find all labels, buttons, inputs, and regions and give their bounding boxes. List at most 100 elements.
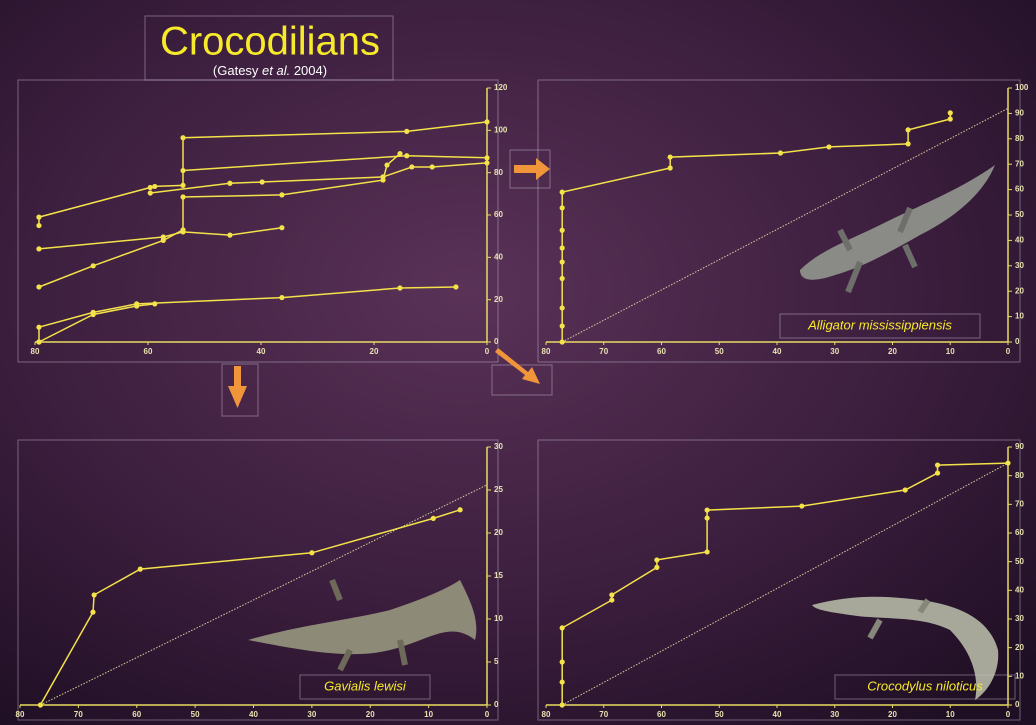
y-tick-label: 60 bbox=[494, 210, 503, 219]
data-point bbox=[397, 285, 403, 291]
data-point bbox=[559, 679, 565, 685]
data-point bbox=[559, 625, 565, 631]
y-tick-label: 0 bbox=[494, 700, 499, 709]
data-point bbox=[667, 154, 673, 160]
data-point bbox=[384, 162, 390, 168]
data-point bbox=[36, 246, 42, 252]
y-tick-label: 100 bbox=[1015, 83, 1029, 92]
data-point bbox=[559, 205, 565, 211]
data-point bbox=[259, 179, 265, 185]
y-tick-label: 0 bbox=[494, 337, 499, 346]
data-point bbox=[559, 275, 565, 282]
frame bbox=[221, 363, 259, 417]
data-point bbox=[36, 214, 42, 220]
data-point bbox=[91, 592, 97, 598]
y-tick-label: 100 bbox=[494, 125, 508, 134]
data-point bbox=[180, 194, 186, 200]
x-tick-label: 30 bbox=[830, 347, 839, 356]
x-tick-label: 60 bbox=[144, 347, 153, 356]
frame bbox=[17, 439, 499, 721]
data-point bbox=[137, 566, 143, 572]
x-tick-label: 80 bbox=[542, 710, 551, 719]
x-tick-label: 0 bbox=[1006, 347, 1011, 356]
data-point bbox=[559, 227, 565, 233]
x-tick-label: 0 bbox=[485, 347, 490, 356]
data-point bbox=[160, 237, 166, 243]
x-tick-label: 10 bbox=[946, 710, 955, 719]
y-tick-label: 70 bbox=[1015, 159, 1024, 168]
y-tick-label: 10 bbox=[1015, 671, 1024, 680]
data-point bbox=[902, 487, 908, 493]
y-tick-label: 30 bbox=[1015, 261, 1024, 270]
caption: Alligator mississippiensis bbox=[807, 317, 952, 332]
y-tick-label: 120 bbox=[494, 83, 508, 92]
x-tick-label: 80 bbox=[542, 347, 551, 356]
y-tick-label: 70 bbox=[1015, 499, 1024, 508]
x-tick-label: 20 bbox=[370, 347, 379, 356]
title: Crocodilians bbox=[160, 20, 380, 64]
y-tick-label: 0 bbox=[1015, 700, 1020, 709]
x-tick-label: 20 bbox=[366, 710, 375, 719]
caption: Crocodylus niloticus bbox=[867, 678, 983, 693]
data-point bbox=[559, 259, 565, 265]
y-tick-label: 0 bbox=[1015, 337, 1020, 346]
frame bbox=[537, 79, 1021, 363]
data-point bbox=[934, 462, 941, 468]
y-tick-label: 20 bbox=[1015, 643, 1024, 652]
data-point bbox=[559, 323, 565, 329]
data-point bbox=[826, 144, 832, 150]
x-tick-label: 40 bbox=[257, 347, 266, 356]
y-tick-label: 20 bbox=[494, 528, 503, 537]
data-point bbox=[457, 507, 463, 513]
x-tick-label: 60 bbox=[132, 710, 141, 719]
caption: Gavialis lewisi bbox=[324, 678, 407, 693]
data-point bbox=[36, 339, 42, 345]
data-point bbox=[180, 135, 186, 141]
title-frame bbox=[144, 15, 394, 81]
data-point bbox=[777, 150, 784, 156]
frame bbox=[17, 79, 499, 363]
data-point bbox=[947, 110, 953, 116]
caption-frame bbox=[299, 674, 431, 700]
y-tick-label: 40 bbox=[1015, 585, 1024, 594]
data-point bbox=[152, 301, 158, 307]
data-point bbox=[667, 165, 673, 171]
series-line bbox=[38, 303, 155, 343]
x-tick-label: 30 bbox=[307, 710, 316, 719]
series-line bbox=[38, 121, 488, 226]
data-point bbox=[704, 515, 710, 521]
data-point bbox=[429, 164, 435, 170]
x-tick-label: 80 bbox=[31, 347, 40, 356]
y-tick-label: 10 bbox=[1015, 312, 1024, 321]
data-point bbox=[380, 174, 386, 180]
data-point bbox=[309, 550, 315, 556]
data-point bbox=[559, 659, 565, 665]
data-point bbox=[559, 189, 565, 195]
data-point bbox=[453, 284, 459, 290]
y-tick-label: 90 bbox=[1015, 109, 1024, 118]
data-point bbox=[404, 153, 410, 159]
data-point bbox=[152, 183, 158, 190]
data-point bbox=[430, 515, 436, 521]
gavialis-picture bbox=[248, 578, 477, 672]
data-point bbox=[409, 164, 415, 170]
data-point bbox=[397, 151, 403, 157]
x-tick-label: 50 bbox=[191, 710, 200, 719]
crocodylus-picture bbox=[812, 596, 999, 700]
y-tick-label: 30 bbox=[1015, 614, 1024, 623]
frame bbox=[491, 364, 553, 396]
y-tick-label: 20 bbox=[1015, 286, 1024, 295]
data-point bbox=[36, 222, 42, 229]
y-tick-label: 50 bbox=[1015, 210, 1024, 219]
reference-line bbox=[561, 462, 1009, 706]
x-tick-label: 50 bbox=[715, 710, 724, 719]
frame bbox=[537, 439, 1021, 721]
x-tick-label: 60 bbox=[657, 347, 666, 356]
series-line bbox=[561, 462, 1009, 705]
x-tick-label: 10 bbox=[424, 710, 433, 719]
data-point bbox=[704, 507, 710, 513]
y-tick-label: 30 bbox=[494, 442, 503, 451]
data-point bbox=[484, 119, 490, 125]
data-point bbox=[654, 564, 660, 571]
data-point bbox=[134, 303, 140, 309]
